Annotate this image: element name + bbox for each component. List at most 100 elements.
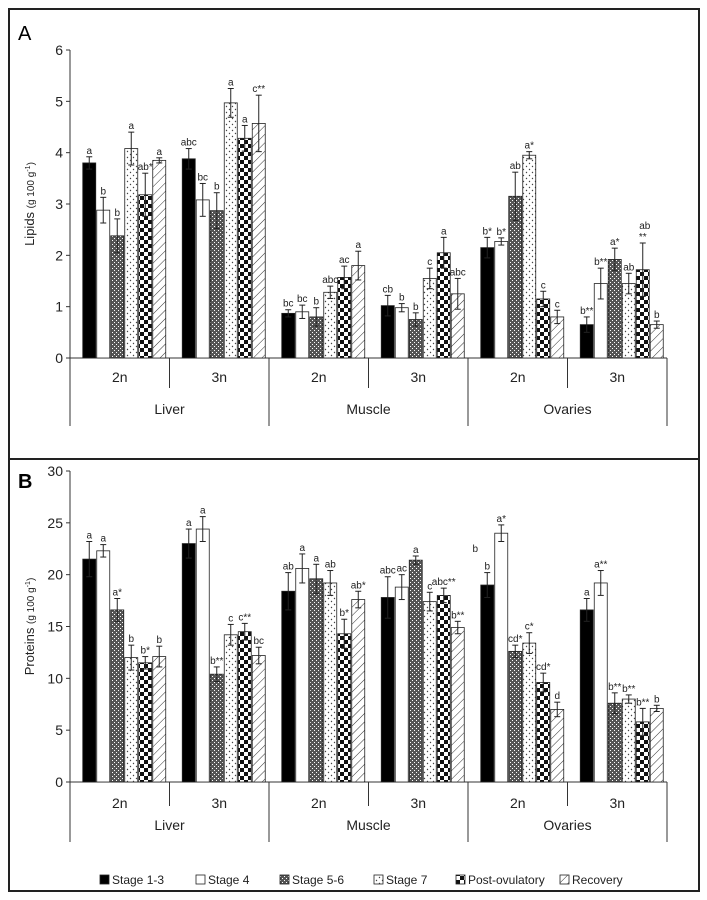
y-tick-label: 5	[55, 722, 63, 738]
significance-label: a	[156, 147, 162, 158]
bar-stage-4	[295, 568, 310, 783]
ploidy-label: 2n	[510, 795, 526, 811]
y-tick-label: 1	[55, 299, 63, 315]
legend-label: Stage 4	[208, 873, 250, 887]
significance-label: a**	[594, 560, 607, 571]
tissue-label: Ovaries	[543, 401, 591, 417]
legend-swatch	[373, 874, 384, 885]
bar-stage-4	[494, 241, 509, 359]
significance-label: a	[584, 588, 590, 599]
significance-label: b**	[636, 697, 649, 708]
ploidy-label: 3n	[410, 795, 426, 811]
bar-stage-4	[494, 532, 509, 783]
ploidy-label: 2n	[112, 795, 128, 811]
ploidy-label: 3n	[410, 369, 426, 385]
bar-stage-5-6	[209, 210, 224, 359]
ploidy-label: 2n	[510, 369, 526, 385]
significance-label: b*	[340, 608, 350, 619]
significance-label: a	[355, 240, 361, 251]
significance-label: b	[399, 293, 405, 304]
y-tick-label: 6	[55, 42, 63, 58]
bar-post-ovulatory	[337, 277, 352, 359]
significance-label: c	[427, 581, 432, 592]
significance-label: b	[484, 562, 490, 573]
significance-label: a	[242, 114, 248, 125]
significance-label: c	[427, 257, 432, 268]
significance-label: a	[413, 545, 419, 556]
significance-label: b	[413, 302, 419, 313]
bar-post-ovulatory	[237, 631, 252, 783]
bar-recovery	[450, 627, 465, 783]
significance-label: b	[128, 634, 134, 645]
bar-post-ovulatory	[337, 633, 352, 783]
bar-stage-5-6	[508, 650, 523, 783]
bar-recovery	[351, 599, 366, 783]
significance-label: c**	[238, 612, 251, 623]
bar-stage-1-3	[281, 590, 296, 783]
y-tick-label: 0	[55, 350, 63, 366]
y-tick-label: 10	[47, 670, 63, 686]
bar-stage-1-3	[181, 158, 196, 359]
significance-label: a	[299, 543, 305, 554]
bar-stage-5-6	[110, 235, 125, 359]
y-tick-label: 5	[55, 93, 63, 109]
bar-recovery	[251, 655, 266, 783]
bar-stage-4	[195, 528, 210, 783]
y-tick-label: 15	[47, 619, 63, 635]
bar-stage-4	[593, 582, 608, 783]
legend-label: Stage 7	[386, 873, 428, 887]
significance-label: b*	[497, 227, 507, 238]
significance-label: a	[313, 553, 319, 564]
ploidy-label: 2n	[311, 369, 327, 385]
significance-label: a	[100, 534, 106, 545]
bar-recovery	[550, 709, 565, 783]
significance-label: b**	[608, 682, 621, 693]
significance-label: b	[313, 297, 319, 308]
significance-label: b	[214, 182, 220, 193]
significance-label: bc	[297, 294, 308, 305]
y-tick-label: 30	[47, 463, 63, 479]
significance-label: abc	[322, 275, 338, 286]
bar-stage-7	[124, 657, 139, 783]
significance-label: a	[228, 78, 234, 89]
bar-recovery	[649, 707, 664, 783]
legend-label: Stage 5-6	[292, 873, 344, 887]
significance-label: a	[441, 226, 447, 237]
bar-stage-1-3	[82, 558, 97, 783]
significance-label: d	[554, 691, 560, 702]
bar-stage-7	[323, 291, 338, 359]
significance-label: a*	[497, 514, 507, 525]
significance-label: c	[228, 613, 233, 624]
significance-label: b	[654, 694, 660, 705]
bar-stage-5-6	[607, 702, 622, 783]
significance-label: c	[555, 299, 560, 310]
bar-stage-5-6	[309, 578, 324, 783]
ploidy-label: 3n	[609, 795, 625, 811]
panel-a-chart: 0 1 2 3 4 5 6 Lipids (g 100 g-1) 2n 3n 2n 3n 2n 3n Liv…	[22, 42, 668, 426]
ploidy-label: 3n	[211, 369, 227, 385]
significance-label: b	[156, 635, 162, 646]
bar-stage-1-3	[480, 584, 495, 783]
bar-stage-4	[394, 586, 409, 783]
bar-stage-5-6	[408, 559, 423, 783]
significance-label: abc**	[432, 577, 456, 588]
significance-label: ab	[510, 161, 522, 172]
bar-post-ovulatory	[237, 137, 252, 359]
bar-stage-1-3	[480, 247, 495, 359]
significance-label: ab	[325, 560, 337, 571]
panel-b-letter: B	[18, 471, 32, 493]
significance-label: b*	[483, 226, 493, 237]
bar-post-ovulatory	[138, 662, 153, 783]
significance-label: b*	[141, 646, 151, 657]
legend-swatch	[455, 874, 466, 885]
ploidy-label: 3n	[211, 795, 227, 811]
bar-recovery	[152, 159, 167, 359]
ploidy-label: 2n	[311, 795, 327, 811]
bar-stage-7	[323, 582, 338, 783]
y-tick-label: 2	[55, 247, 63, 263]
y-axis-label: Proteins (g 100 g-1)	[22, 578, 37, 676]
significance-label: ab	[623, 262, 635, 273]
significance-label: a	[128, 121, 134, 132]
legend-swatch	[559, 874, 570, 885]
ploidy-label: 2n	[112, 369, 128, 385]
